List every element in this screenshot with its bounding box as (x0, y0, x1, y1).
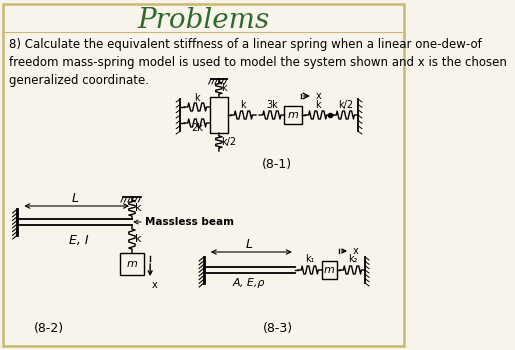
Text: m: m (127, 259, 138, 269)
Text: (8-1): (8-1) (262, 158, 291, 171)
Text: A, E,ρ: A, E,ρ (233, 278, 266, 288)
Bar (284, 106, 302, 124)
Text: k: k (241, 100, 246, 110)
Text: 8) Calculate the equivalent stiffness of a linear spring when a linear one-dew-o: 8) Calculate the equivalent stiffness of… (9, 38, 507, 87)
Text: k: k (221, 83, 227, 93)
Bar (120, 253, 144, 275)
Text: L: L (71, 192, 78, 205)
Text: Massless beam: Massless beam (145, 217, 234, 227)
Text: m: m (288, 110, 299, 120)
Text: (8-3): (8-3) (263, 322, 293, 335)
Text: E, I: E, I (68, 234, 89, 247)
Text: k: k (135, 203, 142, 213)
Bar (210, 97, 228, 133)
Text: 3k: 3k (266, 100, 278, 110)
Text: k/2: k/2 (221, 137, 236, 147)
Text: L: L (246, 238, 253, 251)
Text: k₂: k₂ (348, 254, 357, 264)
Text: x: x (352, 246, 358, 256)
Text: 2k: 2k (191, 123, 203, 133)
Text: m: m (324, 265, 335, 275)
Text: k: k (194, 93, 200, 103)
Text: k₁: k₁ (305, 254, 315, 264)
Text: k/2: k/2 (338, 100, 353, 110)
Text: x: x (152, 280, 158, 290)
Text: Problems: Problems (137, 7, 269, 34)
Bar (321, 261, 337, 279)
Text: (8-2): (8-2) (34, 322, 64, 335)
Text: k: k (315, 100, 320, 110)
Text: x: x (315, 91, 321, 101)
Text: k: k (135, 234, 142, 244)
